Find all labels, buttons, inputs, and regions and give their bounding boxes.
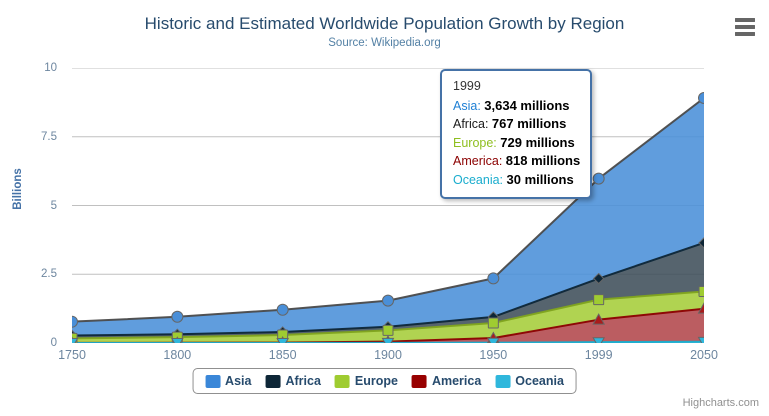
- chart-plot-svg: [72, 68, 704, 343]
- tooltip-series-value: 30 millions: [506, 171, 574, 187]
- data-point-asia-2050[interactable]: [698, 92, 705, 105]
- y-axis-tick-label: 5: [50, 199, 57, 212]
- tooltip-series-value: 729 millions: [500, 134, 575, 150]
- data-point-europe-1999[interactable]: [593, 294, 605, 306]
- chart-subtitle: Source: Wikipedia.org: [328, 37, 441, 49]
- legend-swatch-africa: [265, 374, 281, 388]
- x-axis-tick-label: 1750: [58, 348, 86, 362]
- tooltip-row-america: America: 818 millions: [453, 152, 580, 171]
- legend-label: Europe: [354, 374, 398, 388]
- legend-item-america[interactable]: America: [411, 374, 482, 388]
- legend-item-africa[interactable]: Africa: [265, 374, 321, 388]
- data-point-europe-1900[interactable]: [382, 324, 394, 336]
- hamburger-menu-icon[interactable]: [733, 16, 757, 38]
- data-point-asia-1750[interactable]: [72, 315, 78, 328]
- legend-label: America: [431, 374, 482, 388]
- data-point-oceania-1750[interactable]: [72, 338, 79, 343]
- data-point-oceania-2050[interactable]: [697, 336, 705, 343]
- legend-item-asia[interactable]: Asia: [205, 374, 251, 388]
- x-axis-tick-label: 1850: [268, 348, 297, 362]
- tooltip-series-value: 767 millions: [491, 116, 567, 131]
- hamburger-bar: [735, 18, 755, 22]
- chart-tooltip: 1999 Asia: 3,634 millions Africa: 767 mil…: [440, 69, 593, 199]
- tooltip-row-europe: Europe: 729 millions: [453, 134, 580, 153]
- legend-item-europe[interactable]: Europe: [334, 374, 398, 388]
- tooltip-row-oceania: Oceania: 30 millions: [453, 171, 580, 190]
- data-point-america-1999[interactable]: [592, 313, 606, 325]
- chart-title: Historic and Estimated Worldwide Populat…: [144, 14, 625, 33]
- legend-swatch-asia: [205, 374, 221, 388]
- tooltip-series-name: Asia:: [453, 98, 485, 113]
- data-point-oceania-1900[interactable]: [381, 337, 395, 343]
- y-axis-tick-label: 0: [50, 337, 57, 349]
- chart-legend: Asia Africa Europe America Oceania: [192, 368, 577, 394]
- hamburger-bar: [735, 25, 755, 29]
- data-point-europe-1950[interactable]: [487, 317, 499, 329]
- legend-swatch-europe: [334, 374, 350, 388]
- x-axis-tick-label: 2050: [690, 348, 718, 362]
- tooltip-series-value: 3,634 millions: [484, 97, 570, 113]
- data-point-oceania-1999[interactable]: [592, 337, 606, 343]
- data-point-asia-1850[interactable]: [276, 303, 289, 316]
- tooltip-series-name: Oceania:: [453, 172, 507, 187]
- area-series-america[interactable]: [72, 308, 704, 343]
- y-axis-tick-label: 10: [44, 62, 57, 74]
- y-axis-tick-label: 2.5: [41, 268, 57, 281]
- data-point-europe-2050[interactable]: [698, 285, 704, 297]
- x-axis-tick-label: 1800: [163, 348, 192, 362]
- tooltip-row-asia: Asia: 3,634 millions: [453, 97, 580, 116]
- data-point-asia-1999[interactable]: [592, 172, 605, 185]
- tooltip-series-value: 818 millions: [505, 153, 581, 168]
- data-point-oceania-1850[interactable]: [276, 338, 290, 343]
- area-series-africa[interactable]: [72, 242, 704, 339]
- highcharts-credits[interactable]: Highcharts.com: [682, 397, 759, 409]
- legend-swatch-oceania: [495, 374, 511, 388]
- legend-swatch-america: [411, 374, 427, 388]
- data-point-asia-1950[interactable]: [487, 272, 500, 285]
- data-point-asia-1900[interactable]: [382, 294, 394, 307]
- data-point-africa-1999[interactable]: [592, 272, 605, 285]
- data-point-oceania-1800[interactable]: [170, 338, 184, 343]
- x-axis-tick-label: 1900: [374, 348, 402, 362]
- data-point-oceania-1950[interactable]: [486, 337, 500, 343]
- tooltip-row-africa: Africa: 767 millions: [453, 115, 580, 134]
- x-axis-tick-label: 1999: [584, 348, 613, 362]
- hamburger-bar: [735, 32, 755, 36]
- data-point-america-2050[interactable]: [697, 302, 705, 314]
- tooltip-series-name: Europe:: [453, 135, 501, 150]
- tooltip-header: 1999: [453, 79, 481, 93]
- x-axis-tick-label: 1950: [479, 348, 508, 362]
- tooltip-rows: Asia: 3,634 millions Africa: 767 millions…: [453, 97, 580, 190]
- data-point-africa-2050[interactable]: [698, 237, 704, 249]
- tooltip-series-name: America:: [453, 154, 506, 168]
- legend-label: Africa: [285, 374, 321, 388]
- legend-label: Oceania: [515, 374, 564, 388]
- area-series-asia[interactable]: [72, 98, 704, 336]
- legend-item-oceania[interactable]: Oceania: [495, 374, 564, 388]
- legend-label: Asia: [225, 374, 252, 388]
- plot-area: [72, 68, 704, 343]
- data-point-asia-1800[interactable]: [171, 310, 184, 323]
- tooltip-series-name: Africa:: [453, 117, 492, 131]
- y-axis-tick-label: 7.5: [41, 130, 57, 143]
